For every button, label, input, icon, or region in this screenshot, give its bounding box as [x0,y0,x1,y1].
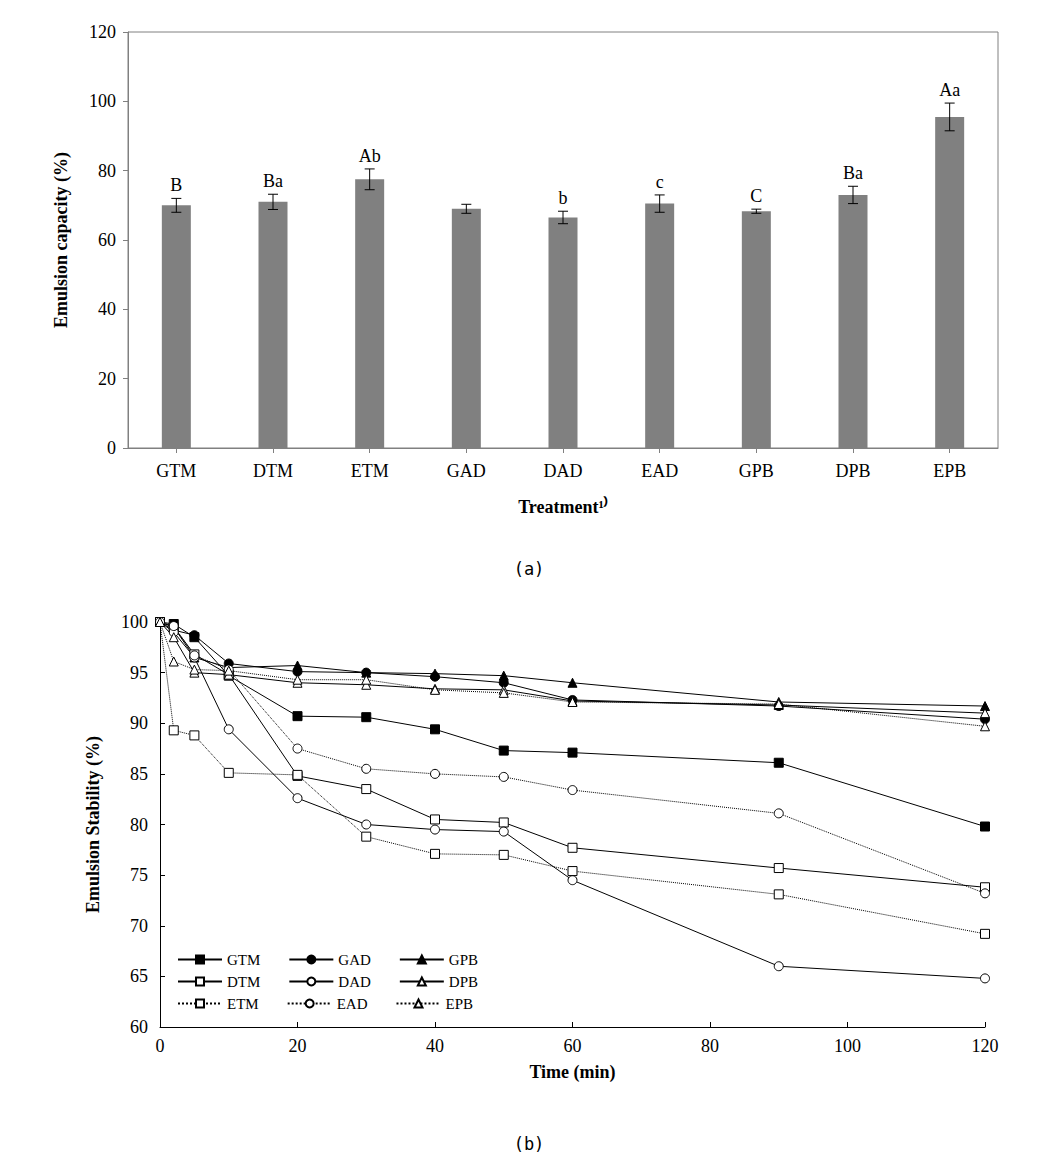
svg-text:Treatment¹⁾: Treatment¹⁾ [518,496,608,517]
svg-text:EPB: EPB [445,996,473,1012]
svg-text:GPB: GPB [739,461,774,481]
svg-text:90: 90 [130,713,148,733]
svg-text:100: 100 [121,612,148,632]
svg-text:100: 100 [89,91,116,111]
svg-text:80: 80 [98,161,116,181]
svg-text:0: 0 [107,438,116,458]
svg-text:65: 65 [130,966,148,986]
svg-text:20: 20 [98,369,116,389]
svg-text:c: c [656,172,664,192]
svg-text:120: 120 [89,22,116,42]
svg-text:20: 20 [289,1036,307,1056]
svg-text:C: C [750,186,762,206]
svg-text:85: 85 [130,764,148,784]
svg-text:Time (min): Time (min) [529,1062,615,1083]
svg-text:ETM: ETM [227,996,259,1012]
svg-text:ETM: ETM [351,461,389,481]
svg-text:95: 95 [130,663,148,683]
svg-text:120: 120 [972,1036,999,1056]
svg-text:B: B [170,175,182,195]
svg-text:Emulsion Stability (%): Emulsion Stability (%) [83,736,104,913]
svg-text:DTM: DTM [253,461,293,481]
svg-text:Emulsion capacity (%): Emulsion capacity (%) [51,152,72,328]
svg-text:DTM: DTM [227,974,260,990]
svg-text:b: b [559,188,568,208]
svg-text:GTM: GTM [156,461,196,481]
svg-text:60: 60 [130,1017,148,1037]
svg-text:(a): (a) [514,559,545,579]
svg-text:DAD: DAD [338,974,371,990]
svg-text:EAD: EAD [337,996,368,1012]
svg-text:80: 80 [701,1036,719,1056]
svg-text:0: 0 [156,1036,165,1056]
svg-text:80: 80 [130,815,148,835]
svg-text:70: 70 [130,916,148,936]
svg-text:GTM: GTM [227,952,260,968]
svg-text:60: 60 [98,230,116,250]
svg-text:DPB: DPB [835,461,870,481]
svg-text:Ba: Ba [263,171,283,191]
svg-text:Ba: Ba [843,163,863,183]
svg-text:DAD: DAD [544,461,583,481]
svg-text:EPB: EPB [933,461,966,481]
svg-text:40: 40 [426,1036,444,1056]
svg-text:GAD: GAD [447,461,486,481]
svg-text:100: 100 [834,1036,861,1056]
svg-text:(b): (b) [514,1134,545,1154]
svg-text:75: 75 [130,865,148,885]
svg-text:GPB: GPB [449,952,478,968]
svg-text:40: 40 [98,299,116,319]
svg-text:EAD: EAD [641,461,678,481]
svg-text:GAD: GAD [338,952,371,968]
svg-text:Aa: Aa [939,80,960,100]
svg-text:Ab: Ab [359,146,381,166]
svg-text:DPB: DPB [449,974,478,990]
svg-text:60: 60 [564,1036,582,1056]
